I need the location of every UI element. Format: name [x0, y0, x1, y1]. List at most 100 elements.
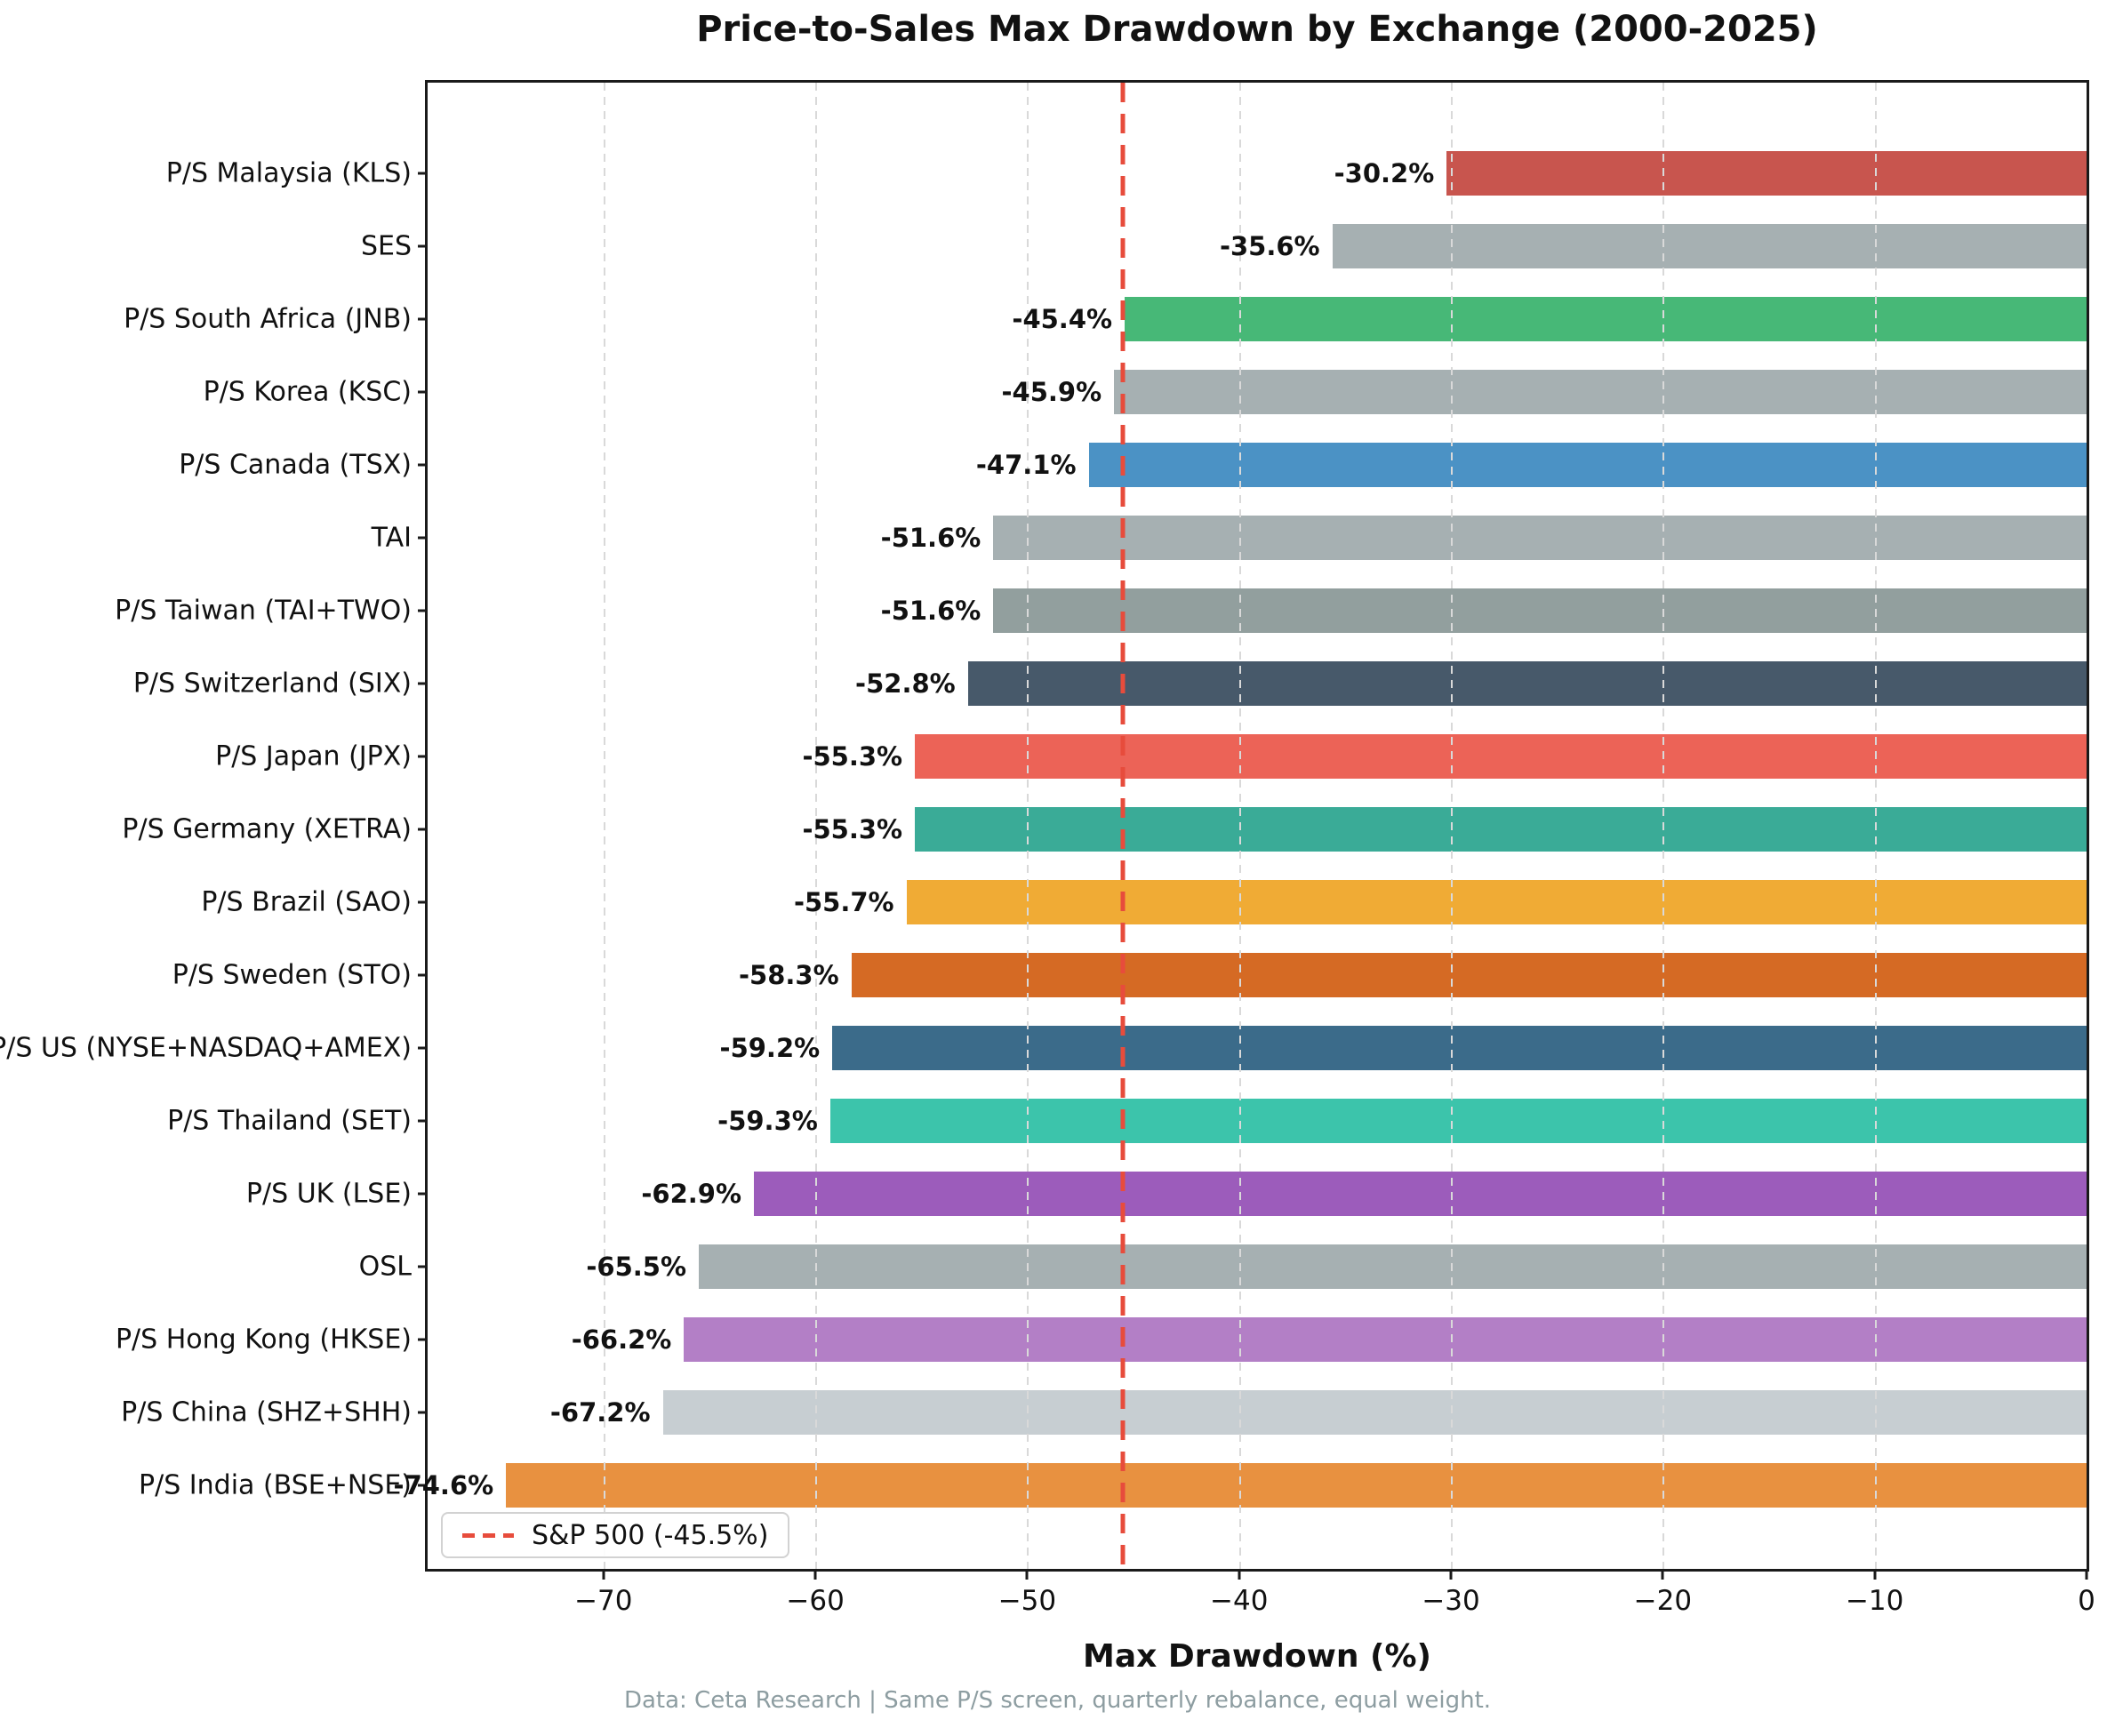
y-tick-label: TAI: [371, 522, 412, 554]
y-tick-mark: [418, 172, 428, 175]
bar: [1332, 224, 2087, 268]
footer-note: Data: Ceta Research | Same P/S screen, q…: [623, 1687, 1492, 1714]
bar: [967, 661, 2087, 706]
y-tick-label: P/S Canada (TSX): [179, 449, 412, 481]
bar-value-label: -66.2%: [571, 1324, 672, 1355]
x-tick-mark: [1025, 1569, 1029, 1580]
y-tick-label: OSL: [358, 1251, 412, 1283]
y-tick-mark: [418, 1265, 428, 1268]
gridline: [1874, 83, 1877, 1569]
bar-row: -74.6%: [394, 1449, 2087, 1522]
x-tick-label: −70: [574, 1585, 633, 1617]
plot-area: -30.2% -35.6% -45.4% -45.9% -47.1% -51.6% -51.…: [0, 80, 2095, 1617]
y-tick-mark: [418, 1484, 428, 1487]
y-tick-label: P/S Sweden (STO): [172, 959, 412, 991]
bar-row: -30.2%: [428, 137, 2087, 210]
y-tick-label: P/S Hong Kong (HKSE): [115, 1324, 412, 1356]
y-tick-mark: [418, 900, 428, 904]
bar: [832, 1026, 2087, 1070]
y-tick-mark: [418, 609, 428, 612]
x-tick-label: 0: [2078, 1585, 2095, 1617]
bar-row: -67.2%: [428, 1376, 2087, 1449]
gridline: [1238, 83, 1241, 1569]
x-tick-mark: [602, 1569, 605, 1580]
x-tick-label: −20: [1633, 1585, 1693, 1617]
y-tick-mark: [418, 317, 428, 321]
bar: [662, 1390, 2087, 1435]
y-tick-label: P/S Switzerland (SIX): [132, 668, 412, 700]
bar-value-label: -59.2%: [719, 1033, 821, 1063]
bar: [506, 1463, 2087, 1508]
y-tick-mark: [418, 1192, 428, 1196]
y-tick-label: P/S UK (LSE): [245, 1178, 412, 1210]
bar: [1088, 443, 2087, 487]
bar-value-label: -51.6%: [880, 596, 981, 626]
y-tick-mark: [418, 755, 428, 758]
bar-row: -51.6%: [428, 574, 2087, 647]
legend-label: S&P 500 (-45.5%): [532, 1519, 769, 1551]
bar: [993, 516, 2087, 560]
sp500-reference-line: [1120, 83, 1126, 1569]
bar-value-label: -59.3%: [717, 1106, 818, 1136]
bar: [754, 1172, 2087, 1216]
bar: [684, 1317, 2087, 1362]
bar: [906, 880, 2087, 924]
bar-row: -62.9%: [428, 1157, 2087, 1230]
x-tick-mark: [1238, 1569, 1241, 1580]
x-axis-label: Max Drawdown (%): [1083, 1638, 1431, 1675]
y-tick-label: P/S India (BSE+NSE): [139, 1469, 412, 1501]
bar-value-label: -45.4%: [1012, 304, 1113, 334]
bar-row: -59.2%: [428, 1012, 2087, 1084]
bar-row: -65.5%: [428, 1230, 2087, 1303]
y-tick-mark: [418, 1338, 428, 1341]
x-tick-label: −10: [1845, 1585, 1904, 1617]
x-tick-label: −40: [1210, 1585, 1269, 1617]
y-tick-mark: [418, 390, 428, 394]
legend-dash-sample: [462, 1532, 514, 1538]
y-tick-label: SES: [360, 230, 412, 262]
y-tick-label: P/S South Africa (JNB): [124, 303, 412, 335]
x-tick-mark: [2085, 1569, 2088, 1580]
x-tick-label: −50: [997, 1585, 1057, 1617]
bar-row: -45.4%: [428, 283, 2087, 356]
y-tick-label: P/S US (NYSE+NASDAQ+AMEX): [0, 1032, 412, 1064]
x-tick-label: −30: [1422, 1585, 1480, 1617]
bar: [851, 953, 2087, 997]
bar: [915, 807, 2087, 852]
y-tick-mark: [418, 1119, 428, 1123]
bar-row: -52.8%: [428, 647, 2087, 720]
bar-value-label: -45.9%: [1001, 377, 1102, 407]
bar-row: -55.7%: [428, 866, 2087, 939]
x-tick-mark: [1873, 1569, 1877, 1580]
bar-value-label: -55.7%: [793, 887, 894, 917]
y-tick-label: P/S China (SHZ+SHH): [121, 1396, 412, 1428]
bar-value-label: -65.5%: [586, 1252, 687, 1282]
bar-value-label: -74.6%: [393, 1470, 494, 1500]
y-tick-mark: [418, 973, 428, 977]
gridline: [1451, 83, 1454, 1569]
y-tick-label: P/S Thailand (SET): [167, 1105, 412, 1137]
chart-title: Price-to-Sales Max Drawdown by Exchange …: [696, 9, 1818, 50]
y-tick-label: P/S Taiwan (TAI+TWO): [115, 595, 412, 627]
gridline: [603, 83, 605, 1569]
bar: [1446, 151, 2087, 196]
bar-row: -47.1%: [428, 428, 2087, 501]
x-tick-mark: [1449, 1569, 1453, 1580]
bar-row: -59.3%: [428, 1084, 2087, 1157]
bar-value-label: -52.8%: [855, 668, 956, 699]
y-tick-mark: [418, 244, 428, 248]
bar: [1114, 370, 2087, 414]
y-tick-mark: [418, 828, 428, 831]
y-tick-mark: [418, 682, 428, 685]
y-tick-label: P/S Germany (XETRA): [122, 813, 412, 845]
bar-value-label: -58.3%: [738, 960, 839, 990]
bar-row: -58.3%: [428, 939, 2087, 1012]
bar-row: -51.6%: [428, 501, 2087, 574]
x-tick-mark: [1661, 1569, 1664, 1580]
y-tick-mark: [418, 1046, 428, 1050]
y-tick-mark: [418, 1411, 428, 1414]
bar-value-label: -67.2%: [549, 1397, 651, 1428]
gridline: [1027, 83, 1029, 1569]
gridline: [815, 83, 818, 1569]
